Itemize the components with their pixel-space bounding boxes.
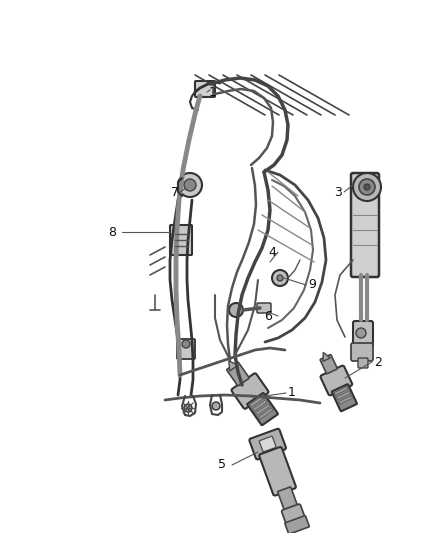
Bar: [336, 391, 350, 400]
FancyBboxPatch shape: [320, 354, 337, 374]
FancyBboxPatch shape: [353, 321, 373, 347]
Text: 4: 4: [268, 246, 276, 259]
Text: 2: 2: [374, 356, 382, 368]
FancyBboxPatch shape: [170, 225, 192, 255]
Circle shape: [184, 404, 192, 412]
FancyBboxPatch shape: [321, 366, 352, 395]
Circle shape: [353, 173, 381, 201]
Text: 8: 8: [108, 225, 116, 238]
Circle shape: [272, 270, 288, 286]
Polygon shape: [229, 361, 238, 371]
Bar: [250, 395, 265, 407]
Text: 7: 7: [171, 185, 179, 198]
Text: 1: 1: [209, 85, 217, 99]
FancyBboxPatch shape: [351, 173, 379, 277]
FancyBboxPatch shape: [177, 339, 195, 359]
Text: 5: 5: [218, 458, 226, 472]
Circle shape: [356, 328, 366, 338]
Bar: [255, 403, 270, 415]
Bar: [253, 400, 268, 411]
Polygon shape: [323, 352, 330, 361]
FancyBboxPatch shape: [282, 504, 306, 527]
Text: 9: 9: [308, 279, 316, 292]
Text: 3: 3: [334, 185, 342, 198]
FancyBboxPatch shape: [249, 429, 286, 459]
FancyBboxPatch shape: [285, 516, 309, 533]
Bar: [339, 395, 353, 405]
Circle shape: [359, 179, 375, 195]
Bar: [258, 408, 273, 419]
FancyBboxPatch shape: [195, 81, 215, 97]
Text: 1: 1: [288, 386, 296, 400]
FancyBboxPatch shape: [227, 362, 249, 386]
FancyBboxPatch shape: [257, 303, 271, 313]
FancyBboxPatch shape: [259, 447, 296, 496]
FancyBboxPatch shape: [332, 384, 357, 411]
Text: 6: 6: [264, 310, 272, 322]
FancyBboxPatch shape: [231, 373, 268, 409]
Circle shape: [229, 303, 243, 317]
FancyBboxPatch shape: [247, 393, 278, 425]
FancyBboxPatch shape: [351, 343, 373, 361]
Bar: [334, 386, 348, 395]
Circle shape: [212, 402, 220, 410]
Circle shape: [277, 275, 283, 281]
Circle shape: [184, 179, 196, 191]
FancyBboxPatch shape: [358, 358, 368, 368]
Circle shape: [178, 173, 202, 197]
Circle shape: [182, 340, 190, 348]
Circle shape: [364, 184, 370, 190]
FancyBboxPatch shape: [259, 437, 276, 452]
FancyBboxPatch shape: [278, 487, 298, 512]
